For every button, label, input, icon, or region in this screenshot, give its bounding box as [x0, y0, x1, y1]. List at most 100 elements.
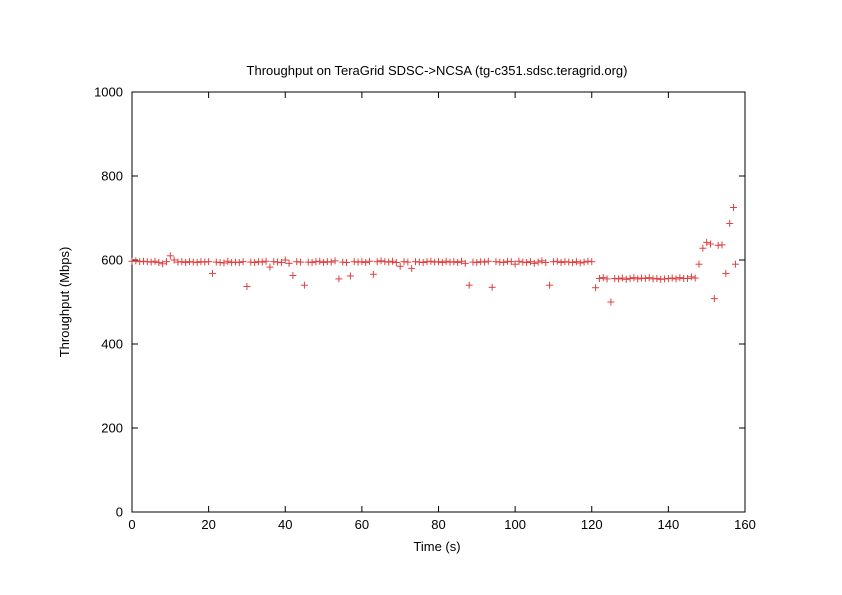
data-point: [316, 257, 324, 265]
data-point: [641, 274, 649, 282]
data-point: [408, 264, 416, 272]
y-tick-label: 400: [101, 337, 123, 352]
data-point: [500, 259, 508, 267]
x-tick-label: 40: [278, 517, 292, 532]
data-point: [373, 258, 381, 266]
data-point: [722, 269, 730, 277]
data-point: [362, 259, 370, 267]
data-point: [300, 281, 308, 289]
data-point: [343, 259, 351, 267]
chart-title: Throughput on TeraGrid SDSC->NCSA (tg-c3…: [247, 63, 628, 78]
data-point: [480, 258, 488, 266]
x-axis-ticks: 0 20 40 60 80 100 120 140 160: [128, 92, 756, 532]
data-point: [465, 281, 473, 289]
y-tick-label: 800: [101, 169, 123, 184]
data-point: [569, 259, 577, 267]
x-tick-label: 100: [504, 517, 526, 532]
data-point: [653, 274, 661, 282]
x-tick-label: 0: [128, 517, 135, 532]
data-point: [166, 252, 174, 260]
data-point: [576, 259, 584, 267]
data-point: [707, 240, 715, 248]
data-point: [534, 258, 542, 266]
data-point: [710, 295, 718, 303]
data-point: [538, 257, 546, 265]
data-point: [676, 274, 684, 282]
data-point: [450, 258, 458, 266]
data-point: [132, 257, 140, 265]
data-point: [297, 258, 305, 266]
y-tick-label: 600: [101, 253, 123, 268]
data-point: [580, 258, 588, 266]
data-point: [385, 258, 393, 266]
data-point: [281, 256, 289, 264]
data-point: [731, 260, 739, 268]
y-tick-label: 0: [116, 505, 123, 520]
data-point: [684, 274, 692, 282]
data-point: [695, 260, 703, 268]
data-point: [553, 257, 561, 265]
data-point: [289, 272, 297, 280]
data-point: [308, 259, 316, 267]
data-point: [182, 259, 190, 267]
x-axis-label: Time (s): [413, 539, 460, 554]
data-point: [726, 219, 734, 227]
data-point: [320, 259, 328, 267]
data-points: [128, 204, 739, 306]
data-point: [366, 257, 374, 265]
data-point: [592, 284, 600, 292]
data-point: [457, 257, 465, 265]
data-point: [404, 258, 412, 266]
data-point: [277, 259, 285, 267]
data-point: [155, 259, 163, 267]
data-point: [488, 283, 496, 291]
data-point: [626, 274, 634, 282]
data-point: [262, 257, 270, 265]
data-point: [546, 281, 554, 289]
data-point: [427, 257, 435, 265]
data-point: [615, 275, 623, 283]
data-point: [607, 298, 615, 306]
data-point: [392, 259, 400, 267]
data-point: [346, 272, 354, 280]
data-point: [369, 270, 377, 278]
data-point: [358, 258, 366, 266]
data-point: [438, 259, 446, 267]
data-point: [327, 258, 335, 266]
data-point: [691, 274, 699, 282]
y-axis-ticks: 0 200 400 600 800 1000: [94, 85, 745, 520]
data-point: [147, 258, 155, 266]
data-point: [435, 258, 442, 266]
data-point: [515, 257, 523, 265]
x-tick-label: 160: [734, 517, 756, 532]
data-point: [473, 259, 481, 267]
data-point: [461, 259, 469, 267]
data-point: [239, 258, 247, 266]
y-axis-label: Throughput (Mbps): [57, 247, 72, 358]
data-point: [618, 274, 626, 282]
data-point: [396, 262, 404, 270]
data-point: [258, 258, 266, 266]
data-point: [419, 259, 427, 267]
data-point: [235, 259, 243, 267]
data-point: [208, 269, 216, 277]
y-tick-label: 200: [101, 421, 123, 436]
data-point: [557, 259, 565, 267]
x-tick-label: 80: [431, 517, 445, 532]
data-point: [718, 241, 726, 249]
data-point: [588, 258, 596, 266]
data-point: [162, 258, 170, 266]
data-point: [730, 204, 738, 211]
data-point: [220, 259, 228, 267]
data-point: [668, 274, 676, 282]
x-tick-label: 140: [658, 517, 680, 532]
data-point: [687, 273, 695, 281]
data-point: [335, 275, 343, 283]
data-point: [703, 238, 711, 246]
y-tick-label: 1000: [94, 85, 123, 100]
data-point: [224, 257, 232, 265]
data-point: [699, 244, 707, 252]
data-point: [572, 258, 580, 266]
data-point: [243, 282, 251, 290]
